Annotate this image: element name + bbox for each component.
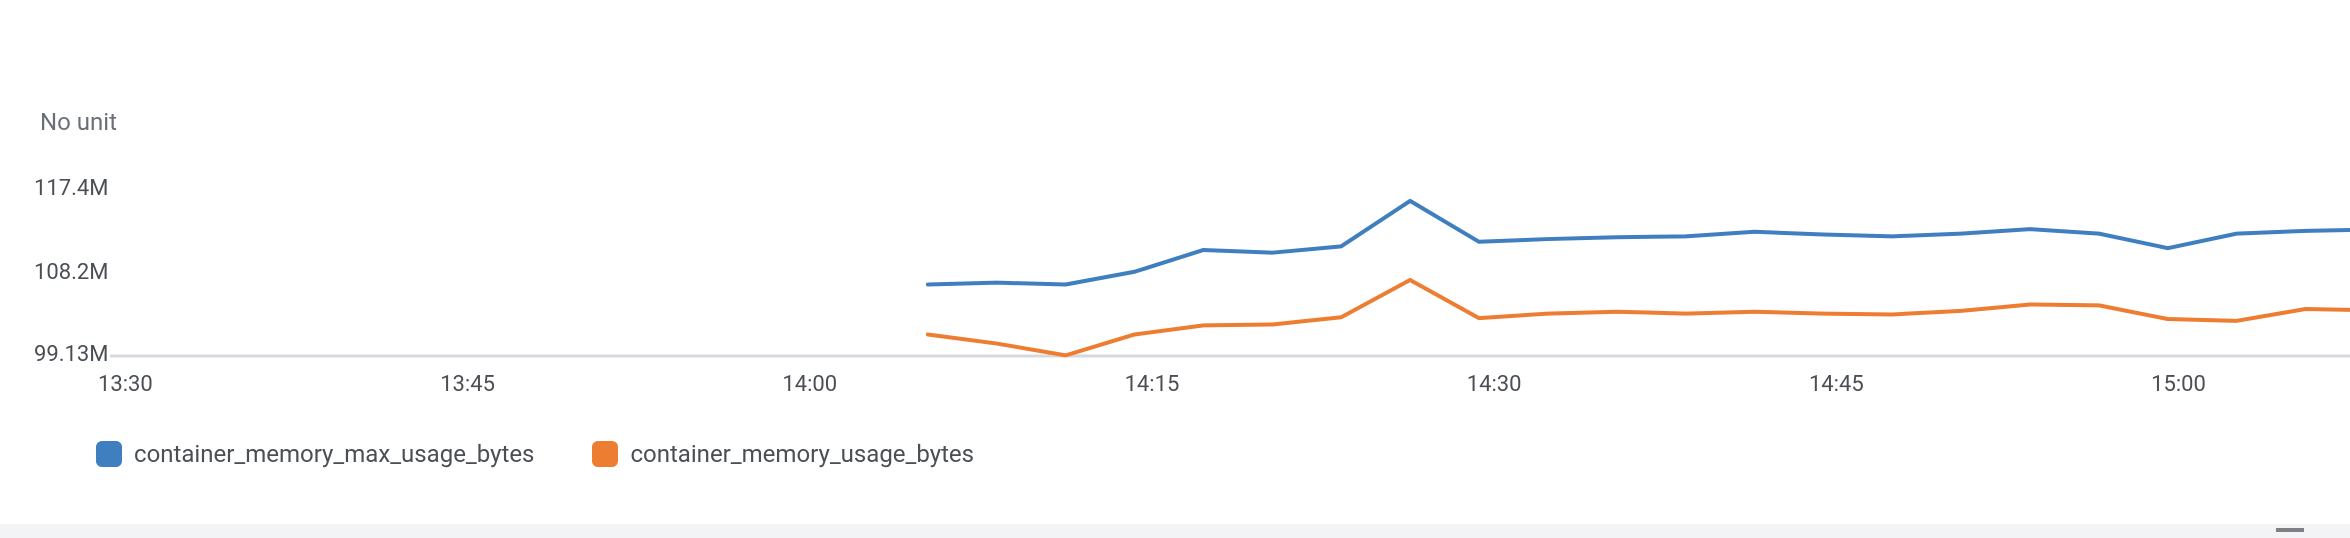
x-tick-label: 14:15 [1125, 372, 1180, 397]
legend-label: container_memory_max_usage_bytes [134, 440, 534, 468]
y-tick-label: 99.13M [34, 342, 108, 367]
chart-container: No unit container_memory_max_usage_bytes… [0, 0, 2350, 538]
legend-swatch-icon [592, 441, 618, 467]
legend-item[interactable]: container_memory_usage_bytes [592, 440, 974, 468]
x-tick-label: 15:00 [2151, 372, 2206, 397]
footer-handle-icon [2276, 528, 2304, 532]
x-tick-label: 14:00 [782, 372, 837, 397]
legend-swatch-icon [96, 441, 122, 467]
footer-bar [0, 524, 2350, 538]
y-tick-label: 117.4M [34, 176, 108, 201]
x-tick-label: 14:45 [1809, 372, 1864, 397]
legend-item[interactable]: container_memory_max_usage_bytes [96, 440, 534, 468]
x-tick-label: 13:45 [440, 372, 495, 397]
y-tick-label: 108.2M [34, 260, 108, 285]
x-tick-label: 14:30 [1467, 372, 1522, 397]
series-line [928, 280, 2350, 355]
legend-label: container_memory_usage_bytes [630, 440, 974, 468]
legend: container_memory_max_usage_bytes containe… [96, 440, 1016, 468]
series-line [928, 201, 2350, 285]
x-tick-label: 13:30 [98, 372, 153, 397]
